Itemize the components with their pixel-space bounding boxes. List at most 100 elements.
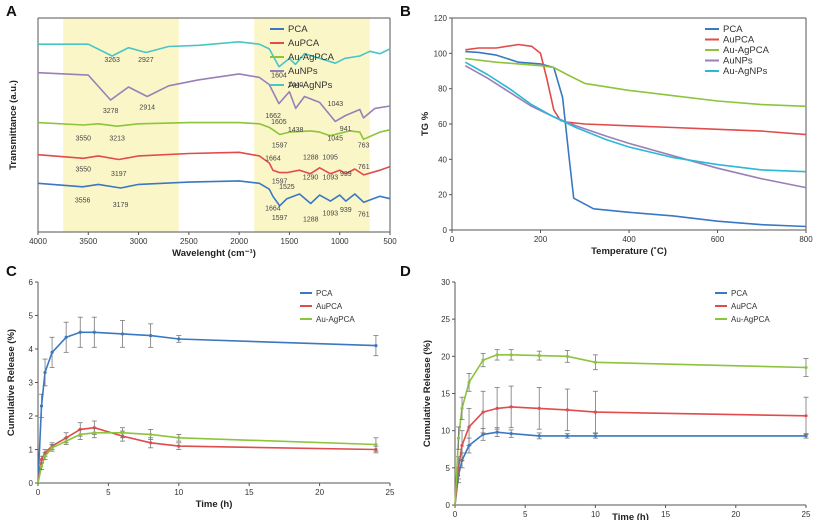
panel-d-release: 0 5 10 15 20 25 0 5 10 15 20 25 30 Time (h) Cumulative… [422,278,811,520]
c-data-point [120,431,125,435]
d-x-tick-label: 5 [523,510,528,519]
a-peak-label: 3179 [113,202,129,209]
panel-c-release: 0 5 10 15 20 25 0 1 2 3 4 5 6 Time (h) Cumulative Rele… [6,278,395,510]
d-y-tick-label: 20 [441,352,450,361]
d-x-axis-label: Time (h) [612,512,649,520]
a-peak-label: 3278 [103,108,119,115]
d-x-tick-label: 0 [453,510,458,519]
b-y-tick-label: 80 [438,85,447,94]
a-peak-label: 1605 [271,119,287,126]
c-data-point [92,431,96,435]
b-series-line-au-agpca [465,57,807,108]
panel-letter-a: A [6,3,17,20]
c-data-point [92,330,96,334]
b-series-line-aupca [465,43,807,136]
d-data-point [509,432,513,436]
a-peak-label: 1662 [265,113,281,120]
a-x-tick-label: 4000 [29,237,47,246]
c-data-point [64,439,68,443]
c-y-tick-label: 0 [29,479,34,488]
a-peak-label: 1525 [279,184,295,191]
b-y-tick-label: 120 [434,14,448,23]
c-y-tick-label: 5 [29,312,34,321]
c-data-point [177,436,181,440]
c-data-point [177,337,181,341]
d-y-tick-label: 10 [441,427,450,436]
c-y-tick-label: 2 [29,412,34,421]
b-x-tick-label: 600 [711,235,725,244]
panel-letter-d: D [400,263,411,280]
b-x-tick-label: 400 [622,235,636,244]
d-y-tick-label: 5 [446,464,451,473]
b-legend-label: PCA [723,24,743,35]
d-y-tick-label: 25 [441,315,450,324]
a-x-tick-label: 3000 [130,237,148,246]
d-data-point [537,406,541,410]
b-legend-label: AuNPs [723,56,753,67]
panel-b-tga: 0 200 400 600 800 0 20 40 60 80 100 120 Temperature … [420,14,813,257]
b-y-tick-label: 0 [443,226,448,235]
a-peak-label: 1093 [323,175,339,182]
d-data-point [495,353,499,357]
d-data-point [460,443,464,448]
d-data-point [537,434,541,438]
b-legend-label: AuPCA [723,35,755,46]
a-peak-label: 763 [358,143,370,150]
d-legend-label: Au-AgPCA [731,315,770,324]
a-x-tick-label: 1000 [331,237,349,246]
c-x-axis-label: Time (h) [196,499,233,510]
a-peak-label: 761 [358,164,370,171]
c-y-tick-label: 6 [29,278,34,287]
a-peak-label: 3550 [75,135,91,142]
c-series-line-pca [37,331,376,484]
a-peak-label: 1597 [272,143,288,150]
d-x-tick-label: 20 [731,510,740,519]
d-data-point [509,405,513,409]
c-data-point [78,330,82,334]
d-data-point [456,436,461,440]
b-legend-label: Au-AgNPs [723,66,768,77]
a-y-axis-label: Transmittance (a.u.) [8,80,19,170]
a-series-line-aupca [37,151,391,176]
b-y-tick-label: 60 [438,120,447,129]
a-peak-label: 1290 [303,175,319,182]
d-data-point [593,360,598,364]
c-y-tick-label: 1 [29,446,34,455]
a-peak-label: 1664 [265,206,281,213]
d-data-point [481,432,485,436]
a-legend-label: PCA [288,24,308,35]
d-data-point [565,354,569,358]
a-peak-label: 939 [340,207,352,214]
d-y-axis-label: Cumulative Release (%) [422,340,433,447]
b-x-tick-label: 0 [450,235,455,244]
a-peak-label: 941 [340,126,352,133]
c-data-point [120,332,125,336]
b-y-tick-label: 40 [438,155,447,164]
c-data-point [39,404,44,408]
d-data-point [481,358,485,362]
a-peak-label: 1597 [272,215,288,222]
c-x-tick-label: 15 [245,488,254,497]
d-series-line-au-agpca [454,353,807,506]
a-peak-label: 1438 [288,127,304,134]
c-data-point [39,457,44,462]
d-data-point [467,425,471,429]
c-legend-label: AuPCA [316,302,343,311]
d-y-tick-label: 30 [441,278,450,287]
d-legend-label: PCA [731,289,748,298]
a-peak-label: 1093 [323,210,339,217]
c-data-point [50,350,54,354]
a-peak-label: 1440 [288,82,304,89]
panel-letter-c: C [6,263,17,280]
panel-letter-b: B [400,3,411,20]
c-data-point [149,334,153,338]
a-x-axis-label: Wavelenght (cm⁻¹) [172,248,256,259]
a-x-tick-label: 2500 [180,237,198,246]
a-series-line-aunps [37,71,391,123]
a-x-tick-label: 500 [383,237,397,246]
d-data-point [565,434,569,438]
d-data-point [804,365,808,370]
c-legend-label: PCA [316,289,333,298]
d-data-point [537,353,541,358]
